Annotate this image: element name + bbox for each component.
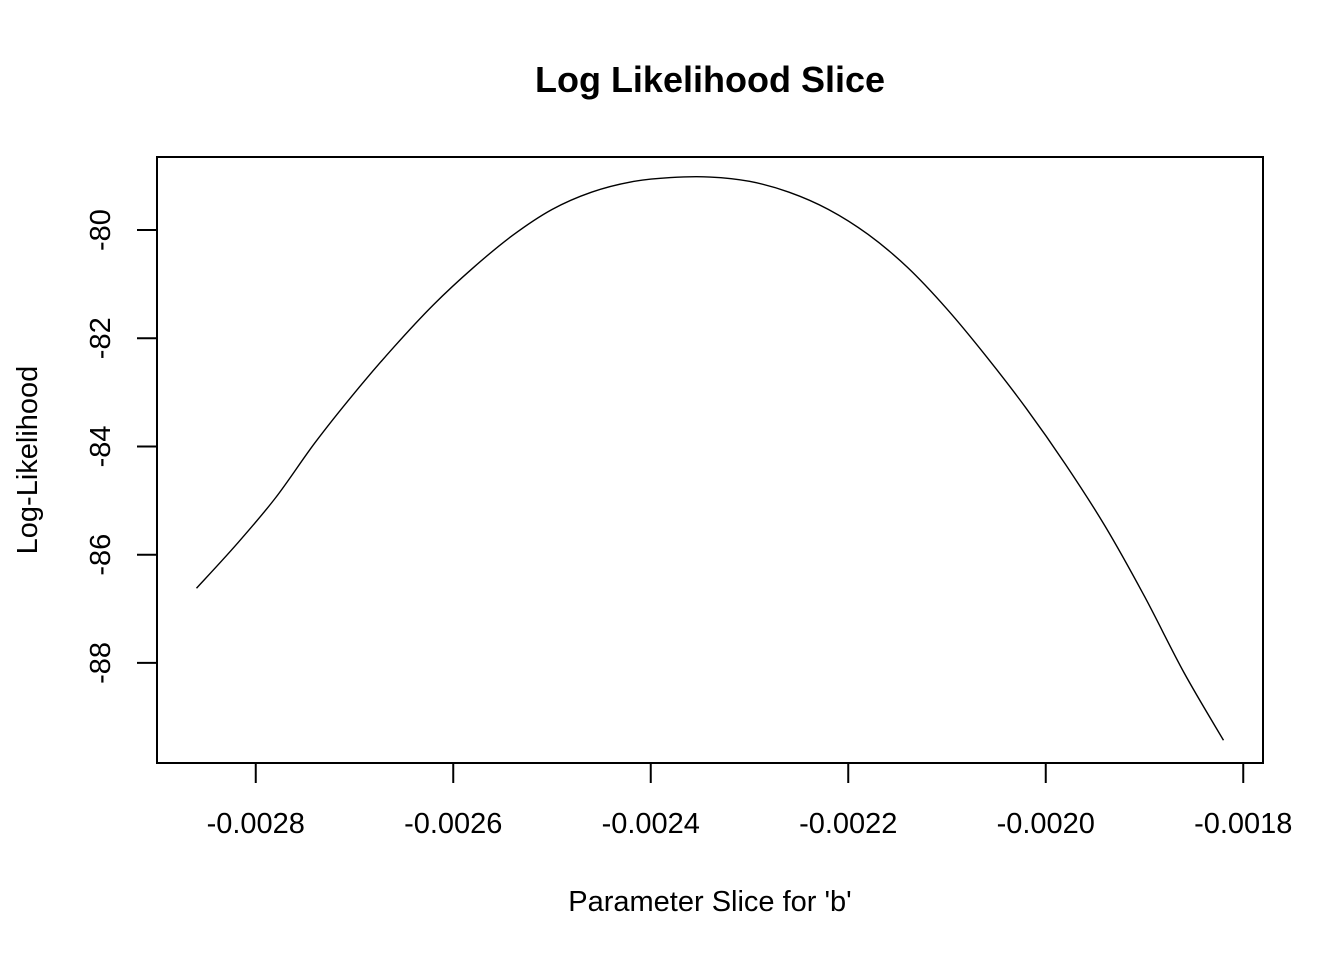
y-tick-label: -86 [85, 534, 117, 576]
y-tick-label: -80 [85, 209, 117, 251]
x-axis: -0.0028 -0.0026 -0.0024 -0.0022 -0.0020 -0.00… [207, 762, 1292, 840]
y-axis-label: Log-Likelihood [12, 366, 44, 555]
x-tick-label: -0.0028 [207, 808, 305, 840]
x-axis-label: Parameter Slice for 'b' [568, 886, 851, 918]
x-tick-label: -0.0022 [799, 808, 897, 840]
y-tick-label: -88 [85, 642, 117, 684]
plot-frame [156, 156, 1264, 764]
x-tick-label: -0.0018 [1194, 808, 1292, 840]
y-tick-label: -82 [85, 317, 117, 359]
chart-title: Log Likelihood Slice [535, 59, 885, 100]
y-axis: -88 -86 -84 -82 -80 [85, 209, 158, 684]
y-tick-label: -84 [85, 426, 117, 468]
x-tick-label: -0.0020 [997, 808, 1095, 840]
x-tick-label: -0.0026 [404, 808, 502, 840]
x-tick-label: -0.0024 [602, 808, 700, 840]
log-likelihood-curve [195, 176, 1225, 741]
